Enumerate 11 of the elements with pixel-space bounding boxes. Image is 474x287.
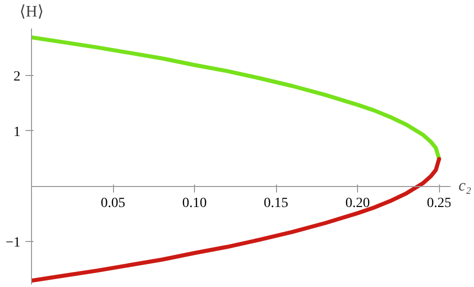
y-tick-label: 1 [14, 124, 20, 140]
y-axis-title: ⟨H⟩ [20, 4, 44, 20]
y-tick-label: 2 [14, 70, 20, 84]
y-tick-label: −1 [6, 235, 21, 250]
x-tick-label: 0.10 [182, 196, 207, 212]
x-tick-label: 0.25 [426, 196, 452, 212]
x-tick-label: 0.05 [100, 196, 126, 212]
x-axis-title: c₂ [458, 178, 472, 195]
x-tick-label: 0.15 [264, 196, 288, 212]
x-tick-label: 0.20 [345, 196, 370, 212]
line-series [32, 35, 442, 161]
